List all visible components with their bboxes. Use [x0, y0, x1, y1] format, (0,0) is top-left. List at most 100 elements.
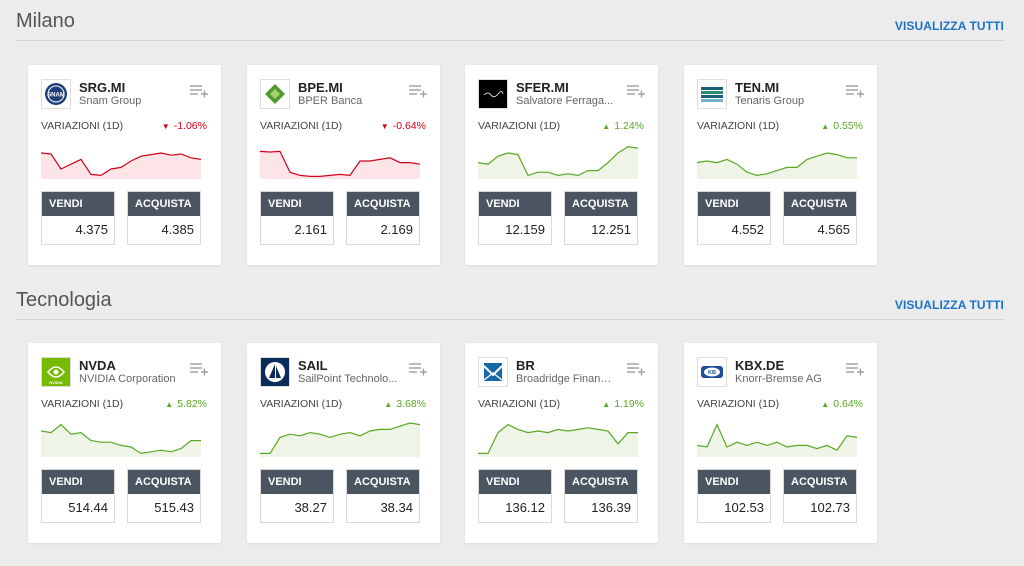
instrument-name: Salvatore Ferraga... [516, 95, 614, 107]
buy-price: 2.169 [380, 222, 413, 237]
ferragamo-logo-icon [478, 79, 508, 109]
add-to-watchlist-icon[interactable] [189, 83, 209, 99]
triangle-down-icon: ▼ [380, 122, 389, 131]
buy-price: 4.565 [817, 222, 850, 237]
sell-label: VENDI [479, 192, 551, 216]
add-to-watchlist-icon[interactable] [626, 83, 646, 99]
sell-button[interactable]: VENDI 514.44 [41, 469, 115, 523]
instrument-card[interactable]: SAIL SailPoint Technolo... VARIAZIONI (1D)… [247, 343, 440, 543]
change-percent: -0.64% [392, 120, 426, 132]
instrument-symbol[interactable]: SAIL [298, 358, 328, 373]
change-label: VARIAZIONI (1D) [478, 398, 561, 410]
buy-button[interactable]: ACQUISTA 4.385 [127, 191, 201, 245]
sparkline-chart [477, 143, 639, 179]
buy-button[interactable]: ACQUISTA 38.34 [346, 469, 420, 523]
buy-button[interactable]: ACQUISTA 12.251 [564, 191, 638, 245]
sell-button[interactable]: VENDI 102.53 [697, 469, 771, 523]
buy-button[interactable]: ACQUISTA 102.73 [783, 469, 857, 523]
knorr-bremse-logo-icon: KB [697, 357, 727, 387]
change-percent: -1.06% [173, 120, 207, 132]
buy-price: 102.73 [810, 500, 850, 515]
instrument-name: Tenaris Group [735, 95, 805, 107]
change-percent: 1.19% [614, 398, 644, 410]
sell-label: VENDI [42, 192, 114, 216]
buy-price: 38.34 [380, 500, 413, 515]
change-label: VARIAZIONI (1D) [260, 398, 343, 410]
change-value: ▼ -0.64% [381, 120, 426, 132]
change-label: VARIAZIONI (1D) [41, 120, 124, 132]
sparkline-chart [260, 421, 421, 457]
sell-price: 514.44 [68, 500, 108, 515]
view-all-link[interactable]: VISUALIZZA TUTTI [894, 298, 1004, 312]
instrument-symbol[interactable]: SFER.MI [516, 80, 569, 95]
add-to-watchlist-icon[interactable] [626, 361, 646, 377]
instrument-card[interactable]: TEN.MI Tenaris Group VARIAZIONI (1D) ▲ 0.55%… [684, 65, 877, 265]
change-value: ▲ 0.55% [821, 120, 863, 132]
change-percent: 0.55% [833, 120, 863, 132]
change-label: VARIAZIONI (1D) [697, 120, 780, 132]
add-to-watchlist-icon[interactable] [408, 83, 428, 99]
change-value: ▲ 1.24% [602, 120, 644, 132]
triangle-down-icon: ▼ [161, 122, 170, 131]
instrument-name: BPER Banca [298, 95, 363, 107]
instrument-name: Broadridge Financi... [516, 373, 616, 385]
instrument-card[interactable]: KB KBX.DE Knorr-Bremse AG VARIAZIONI (1D) ▲ 0… [684, 343, 877, 543]
section-header: Milano VISUALIZZA TUTTI [16, 2, 1004, 41]
buy-label: ACQUISTA [565, 470, 637, 494]
instrument-symbol[interactable]: NVDA [79, 358, 116, 373]
sell-button[interactable]: VENDI 12.159 [478, 191, 552, 245]
sell-button[interactable]: VENDI 2.161 [260, 191, 334, 245]
sell-button[interactable]: VENDI 38.27 [260, 469, 334, 523]
triangle-up-icon: ▲ [821, 122, 830, 131]
instrument-card[interactable]: NVIDIA NVDA NVIDIA Corporation VARIAZIONI (… [28, 343, 221, 543]
add-to-watchlist-icon[interactable] [845, 83, 865, 99]
logo-text: KB [708, 370, 716, 376]
change-percent: 0.64% [833, 398, 863, 410]
change-percent: 3.68% [396, 398, 426, 410]
change-label: VARIAZIONI (1D) [697, 398, 780, 410]
add-to-watchlist-icon[interactable] [189, 361, 209, 377]
instrument-card[interactable]: BPE.MI BPER Banca VARIAZIONI (1D) ▼ -0.64% VE… [247, 65, 440, 265]
change-label: VARIAZIONI (1D) [41, 398, 124, 410]
change-value: ▲ 0.64% [821, 398, 863, 410]
instrument-name: SailPoint Technolo... [298, 373, 398, 385]
change-label: VARIAZIONI (1D) [478, 120, 561, 132]
change-value: ▲ 5.82% [165, 398, 207, 410]
sell-price: 4.552 [731, 222, 764, 237]
add-to-watchlist-icon[interactable] [408, 361, 428, 377]
buy-button[interactable]: ACQUISTA 136.39 [564, 469, 638, 523]
buy-price: 12.251 [591, 222, 631, 237]
instrument-symbol[interactable]: BR [516, 358, 535, 373]
sparkline-chart [696, 421, 858, 457]
change-value: ▲ 3.68% [384, 398, 426, 410]
instrument-card[interactable]: BR Broadridge Financi... VARIAZIONI (1D) ▲ 1… [465, 343, 658, 543]
instrument-symbol[interactable]: SRG.MI [79, 80, 126, 95]
logo-text: NVIDIA [49, 380, 63, 385]
instrument-card[interactable]: SFER.MI Salvatore Ferraga... VARIAZIONI (1… [465, 65, 658, 265]
sell-label: VENDI [479, 470, 551, 494]
buy-price: 136.39 [591, 500, 631, 515]
buy-label: ACQUISTA [347, 470, 419, 494]
sell-button[interactable]: VENDI 136.12 [478, 469, 552, 523]
buy-label: ACQUISTA [565, 192, 637, 216]
instrument-symbol[interactable]: BPE.MI [298, 80, 343, 95]
triangle-up-icon: ▲ [821, 400, 830, 409]
sell-label: VENDI [698, 192, 770, 216]
add-to-watchlist-icon[interactable] [845, 361, 865, 377]
nvidia-logo-icon: NVIDIA [41, 357, 71, 387]
sell-price: 4.375 [75, 222, 108, 237]
sell-button[interactable]: VENDI 4.375 [41, 191, 115, 245]
buy-button[interactable]: ACQUISTA 4.565 [783, 191, 857, 245]
instrument-card[interactable]: SNAM SRG.MI Snam Group VARIAZIONI (1D) ▼ -1.0… [28, 65, 221, 265]
sell-button[interactable]: VENDI 4.552 [697, 191, 771, 245]
buy-button[interactable]: ACQUISTA 2.169 [346, 191, 420, 245]
buy-button[interactable]: ACQUISTA 515.43 [127, 469, 201, 523]
sparkline-chart [478, 421, 638, 457]
instrument-symbol[interactable]: TEN.MI [735, 80, 780, 95]
instrument-symbol[interactable]: KBX.DE [735, 358, 785, 373]
instrument-name: Snam Group [79, 95, 142, 107]
buy-price: 4.385 [161, 222, 194, 237]
sell-price: 102.53 [724, 500, 764, 515]
sell-price: 136.12 [505, 500, 545, 515]
view-all-link[interactable]: VISUALIZZA TUTTI [894, 19, 1004, 33]
